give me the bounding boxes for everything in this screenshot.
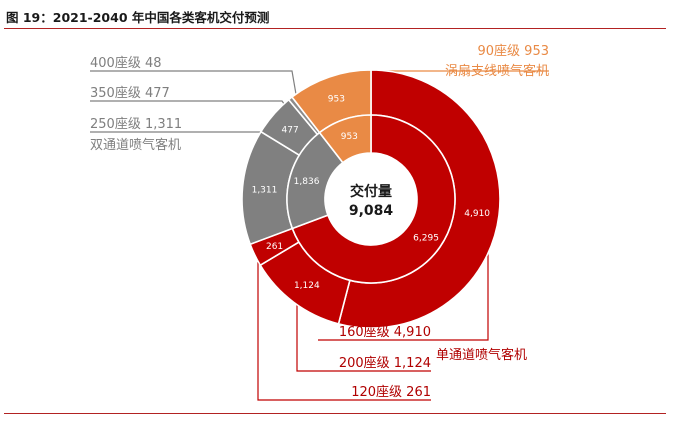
leader-line bbox=[296, 296, 431, 372]
inner-slice bbox=[318, 114, 372, 164]
annotation-label: 400座级 48 bbox=[90, 56, 162, 71]
annotation-label: 120座级 261 bbox=[351, 385, 431, 400]
slice-value-label: 261 bbox=[266, 242, 283, 252]
annotation-label: 160座级 4,910 bbox=[339, 325, 431, 340]
annotation-label: 90座级 953 bbox=[478, 44, 550, 59]
figure-title: 图 19：2021-2040 年中国各类客机交付预测 bbox=[6, 10, 270, 25]
annotation-label: 200座级 1,124 bbox=[339, 356, 431, 371]
inner-ring bbox=[286, 114, 456, 284]
leader-line bbox=[257, 262, 431, 401]
slice-value-label: 953 bbox=[328, 94, 345, 104]
bottom-rule bbox=[4, 413, 666, 414]
slice-value-label: 6,295 bbox=[413, 234, 439, 244]
slice-value-label: 4,910 bbox=[464, 209, 490, 219]
annotation-labels: 400座级 48 350座级 477 250座级 1,311 双通道喷气客机 90座级 … bbox=[90, 44, 549, 400]
slice-value-label: 953 bbox=[341, 132, 358, 142]
slice-value-label: 477 bbox=[282, 125, 299, 135]
value-labels: 6,295 1,836 953 4,910 1,124 261 1,311 477 953 bbox=[252, 94, 491, 291]
inner-slice bbox=[291, 114, 456, 284]
slice-value-label: 1,311 bbox=[252, 185, 278, 195]
leader-line bbox=[90, 100, 291, 113]
annotation-label: 250座级 1,311 bbox=[90, 117, 182, 132]
slice-value-label: 1,836 bbox=[294, 177, 320, 187]
annotation-label: 涡扇支线喷气客机 bbox=[445, 63, 549, 79]
center-label: 交付量 bbox=[350, 183, 392, 200]
annotation-label: 双通道喷气客机 bbox=[90, 137, 181, 153]
annotation-label: 单通道喷气客机 bbox=[436, 347, 527, 363]
center-value: 9,084 bbox=[349, 203, 394, 219]
annotation-label: 350座级 477 bbox=[90, 86, 170, 101]
leader-line bbox=[318, 240, 489, 341]
top-rule bbox=[4, 28, 666, 29]
slice-value-label: 1,124 bbox=[294, 281, 320, 291]
leader-line bbox=[90, 70, 298, 101]
